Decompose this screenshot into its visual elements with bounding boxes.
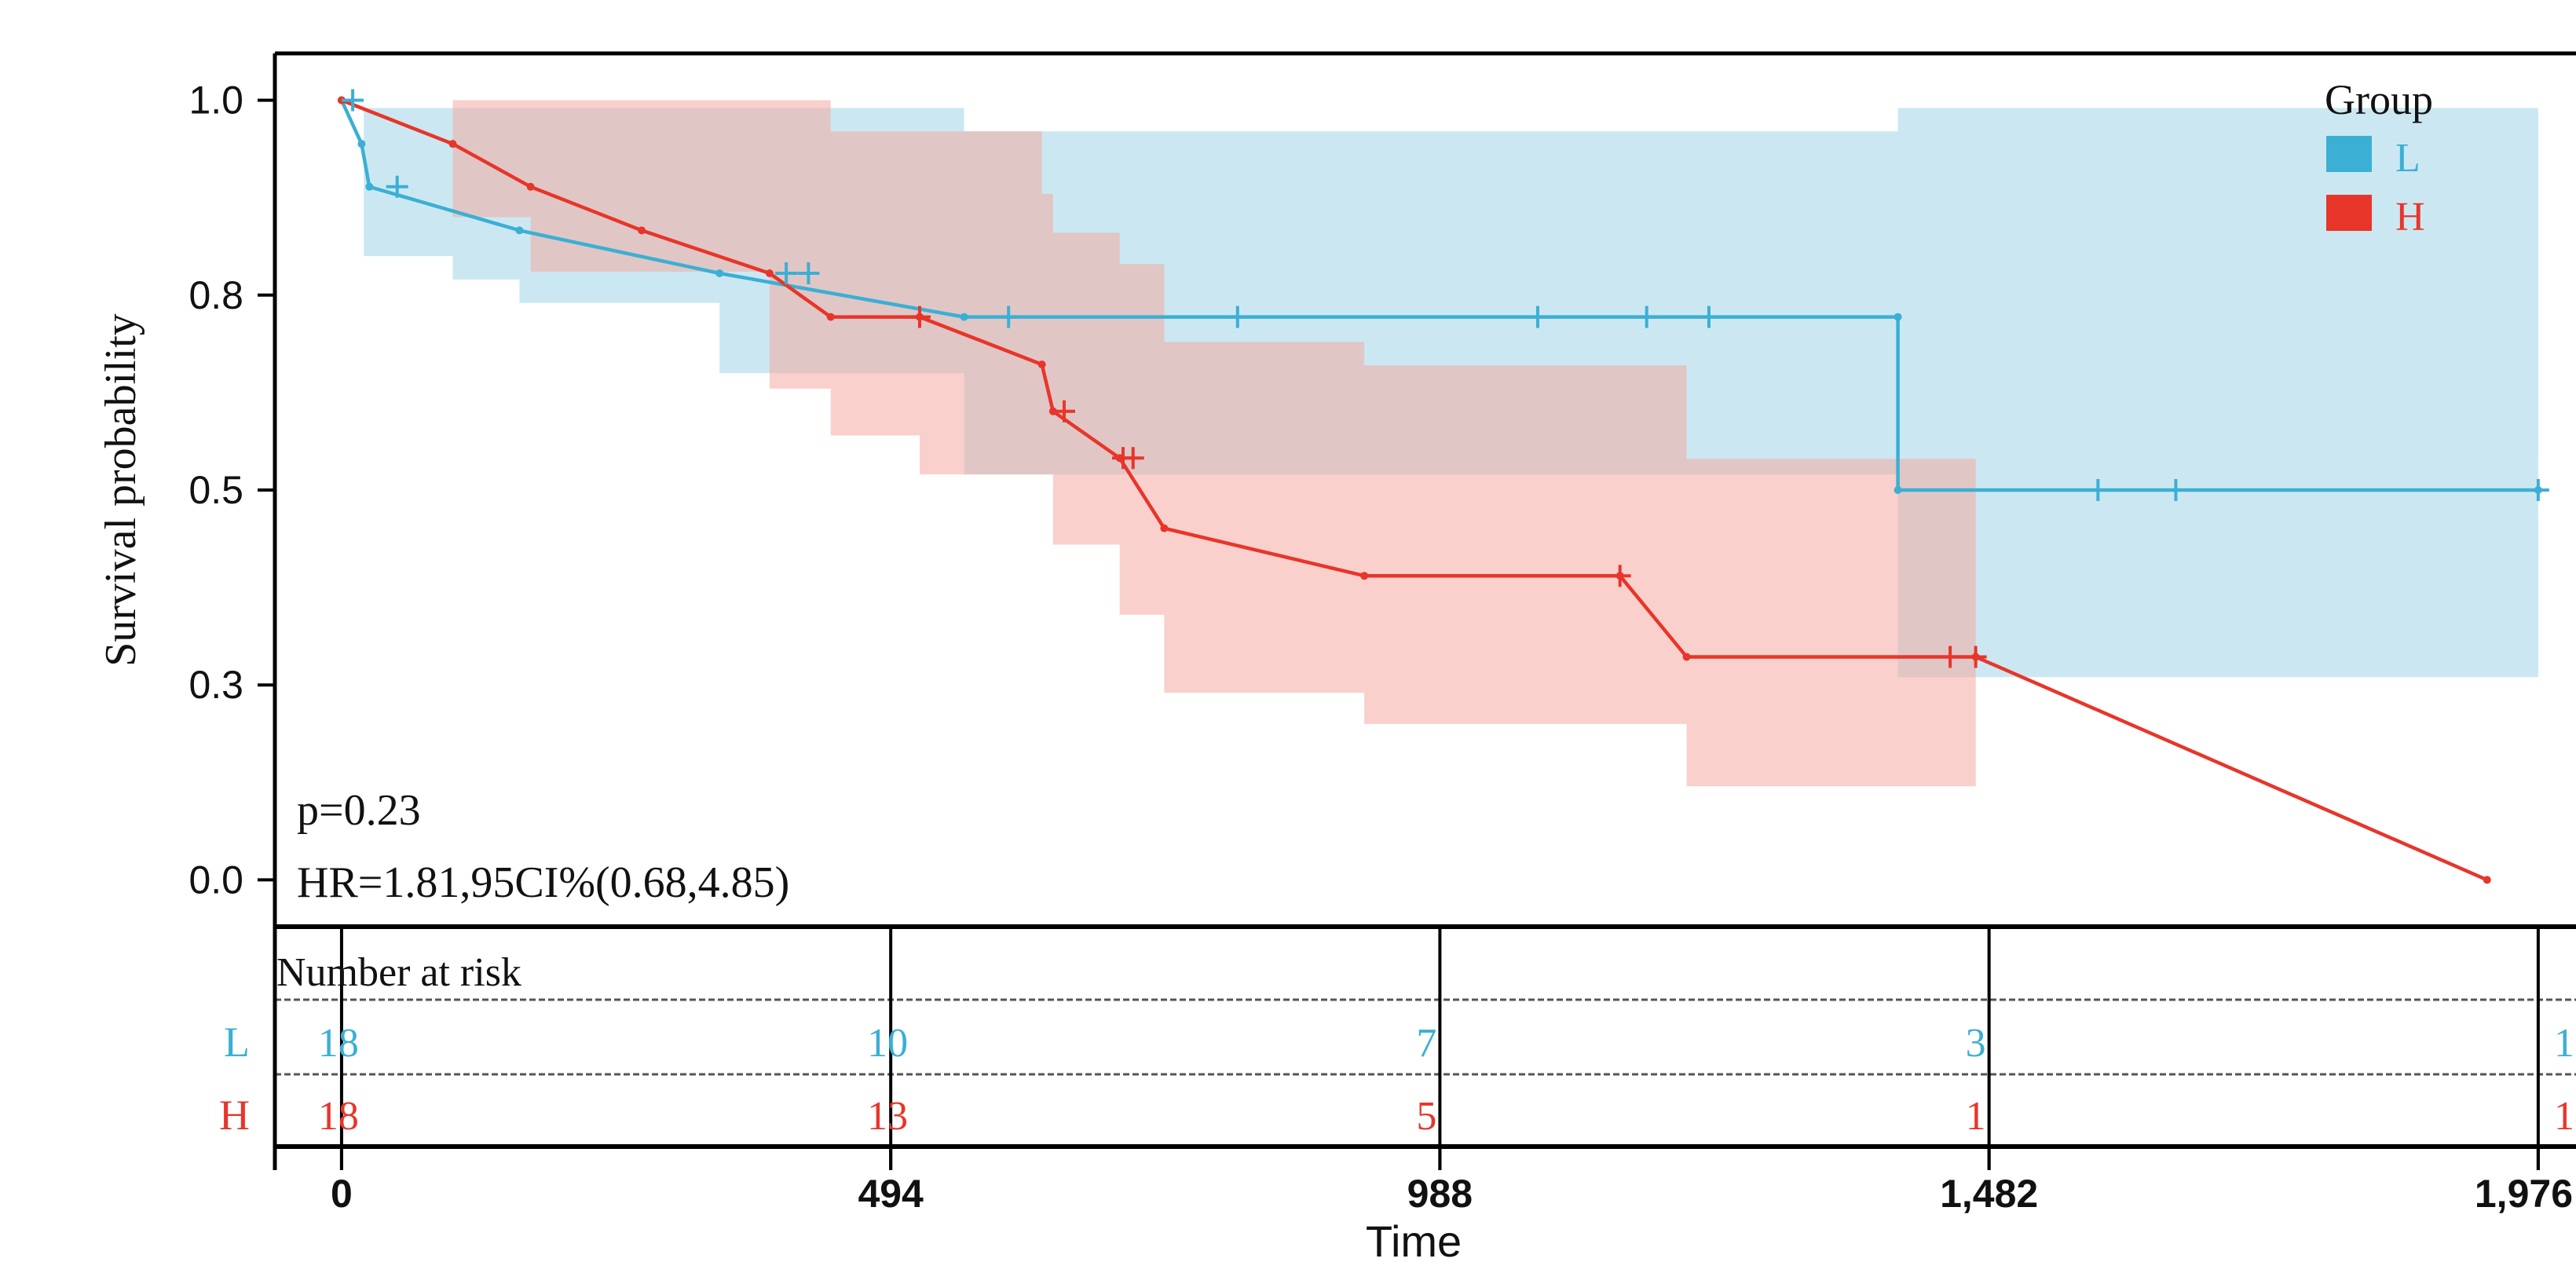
x-tick-label: 0 [331, 1172, 353, 1216]
y-tick-label: 0.3 [188, 663, 243, 707]
risk-count-l: 7 [1416, 1021, 1436, 1066]
x-tick-label: 494 [858, 1172, 924, 1216]
curve-point-h [1160, 525, 1168, 532]
curve-point-h [527, 183, 535, 191]
risk-count-l: 18 [318, 1021, 359, 1066]
curve-point-l [1894, 313, 1902, 321]
confidence-bands [342, 101, 2538, 787]
p-value-annotation: p=0.23 [297, 786, 421, 835]
risk-count-h: 18 [318, 1094, 359, 1139]
risk-count-h: 1 [1966, 1094, 1986, 1139]
curve-point-h [827, 313, 835, 321]
risk-table-title: Number at risk [276, 950, 521, 995]
x-axis-label: Time [1366, 1216, 1462, 1266]
risk-row-label-h: H [219, 1092, 250, 1139]
risk-count-l: 3 [1966, 1021, 1986, 1066]
risk-count-h: 5 [1416, 1094, 1436, 1139]
curve-point-h [638, 226, 646, 234]
legend-label-l: L [2395, 136, 2420, 181]
y-axis-label: Survival probability [97, 313, 145, 667]
risk-count-l: 10 [867, 1021, 908, 1066]
risk-table-grid [342, 927, 2538, 1170]
risk-table-rows: L 18 10 7 3 1 H 18 13 5 1 1 [219, 1019, 2574, 1139]
curve-point-l [715, 269, 723, 277]
y-tick-label: 0.0 [188, 858, 243, 902]
curve-point-l [357, 140, 365, 148]
y-tick-label: 1.0 [188, 79, 243, 123]
risk-count-h: 1 [2554, 1094, 2574, 1139]
curve-point-l [1894, 486, 1902, 494]
x-tick-label: 988 [1407, 1172, 1473, 1216]
x-tick-label: 1,482 [1940, 1172, 2038, 1216]
curve-point-l [365, 183, 373, 191]
curve-point-h [1360, 572, 1368, 580]
legend-title: Group [2325, 76, 2433, 123]
risk-table: Number at risk L 18 10 7 3 1 H 18 13 5 1 1 [219, 927, 2576, 1170]
legend-swatch-h [2326, 195, 2372, 231]
legend-swatch-l [2326, 136, 2372, 172]
curve-point-h [766, 269, 774, 277]
curve-point-h [448, 140, 456, 148]
risk-row-label-l: L [224, 1019, 250, 1066]
curve-point-h [1683, 653, 1691, 660]
y-axis: 0.0 0.3 0.5 0.8 1.0 [188, 79, 275, 902]
hazard-ratio-annotation: HR=1.81,95CI%(0.68,4.85) [297, 858, 789, 907]
legend-label-h: H [2395, 195, 2425, 240]
risk-count-h: 13 [867, 1094, 908, 1139]
x-axis: 0 494 988 1,482 1,976 [275, 1147, 2576, 1216]
x-tick-label: 1,976 [2475, 1172, 2573, 1216]
curve-point-h [2483, 876, 2491, 883]
risk-count-l: 1 [2554, 1021, 2574, 1066]
y-tick-label: 0.5 [188, 468, 243, 512]
curve-point-h [1038, 360, 1046, 368]
y-tick-label: 0.8 [188, 273, 243, 317]
curve-point-l [515, 226, 523, 234]
curve-point-l [961, 313, 968, 321]
